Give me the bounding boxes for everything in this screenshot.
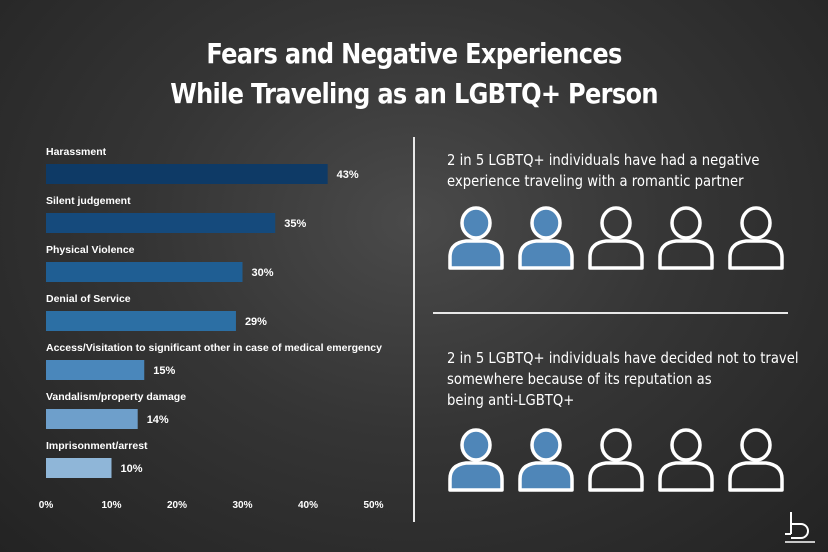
person-icon [518, 206, 574, 270]
stat-2-line-1: 2 in 5 LGBTQ+ individuals have decided n… [447, 349, 799, 367]
brand-logo-icon [785, 512, 815, 543]
person-icon [448, 428, 504, 492]
bar [46, 213, 276, 233]
stat-1-line-2: experience traveling with a romantic par… [447, 172, 744, 190]
stat-2-line-3: being anti-LGBTQ+ [447, 391, 575, 409]
value-label: 14% [147, 414, 169, 426]
bar-chart: Harassment 43% Silent judgement 35% Physical… [39, 146, 384, 511]
title-line-2: While Traveling as an LGBTQ+ Person [170, 77, 658, 110]
x-tick-label: 30% [232, 500, 252, 511]
person-icon [658, 428, 714, 492]
stat-1-people-icons [447, 205, 789, 271]
category-label: Vandalism/property damage [46, 391, 186, 403]
title-line-1: Fears and Negative Experiences [206, 37, 622, 70]
person-icon [728, 206, 784, 270]
value-label: 35% [284, 218, 306, 230]
person-icon [658, 206, 714, 270]
bar [46, 311, 236, 331]
x-tick-label: 50% [363, 500, 383, 511]
value-label: 15% [153, 365, 175, 377]
bar [46, 262, 243, 282]
x-tick-label: 0% [39, 500, 54, 511]
stat-1-text: 2 in 5 LGBTQ+ individuals have had a neg… [447, 150, 764, 192]
person-icon [728, 428, 784, 492]
x-tick-label: 40% [298, 500, 318, 511]
category-label: Harassment [46, 146, 107, 158]
x-tick-label: 20% [167, 500, 187, 511]
value-label: 10% [121, 463, 143, 475]
category-label: Physical Violence [46, 244, 135, 256]
person-icon [518, 428, 574, 492]
chart-title: Fears and Negative Experiences While Tra… [58, 34, 770, 114]
category-label: Silent judgement [46, 195, 131, 207]
value-label: 30% [252, 267, 274, 279]
stat-2-people-icons [447, 427, 789, 493]
value-label: 29% [245, 316, 267, 328]
bar [46, 458, 112, 478]
category-label: Imprisonment/arrest [46, 440, 148, 452]
person-icon [448, 206, 504, 270]
category-label: Denial of Service [46, 293, 131, 305]
stat-2-line-2: somewhere because of its reputation as [447, 370, 712, 388]
person-icon [588, 206, 644, 270]
bar [46, 164, 328, 184]
horizontal-divider [433, 312, 788, 314]
bar [46, 409, 138, 429]
stat-1-line-1: 2 in 5 LGBTQ+ individuals have had a neg… [447, 151, 760, 169]
person-icon [588, 428, 644, 492]
value-label: 43% [337, 169, 359, 181]
bar [46, 360, 145, 380]
category-label: Access/Visitation to significant other i… [46, 342, 382, 354]
vertical-divider [413, 137, 415, 522]
stat-2-text: 2 in 5 LGBTQ+ individuals have decided n… [447, 348, 799, 411]
x-tick-label: 10% [101, 500, 121, 511]
